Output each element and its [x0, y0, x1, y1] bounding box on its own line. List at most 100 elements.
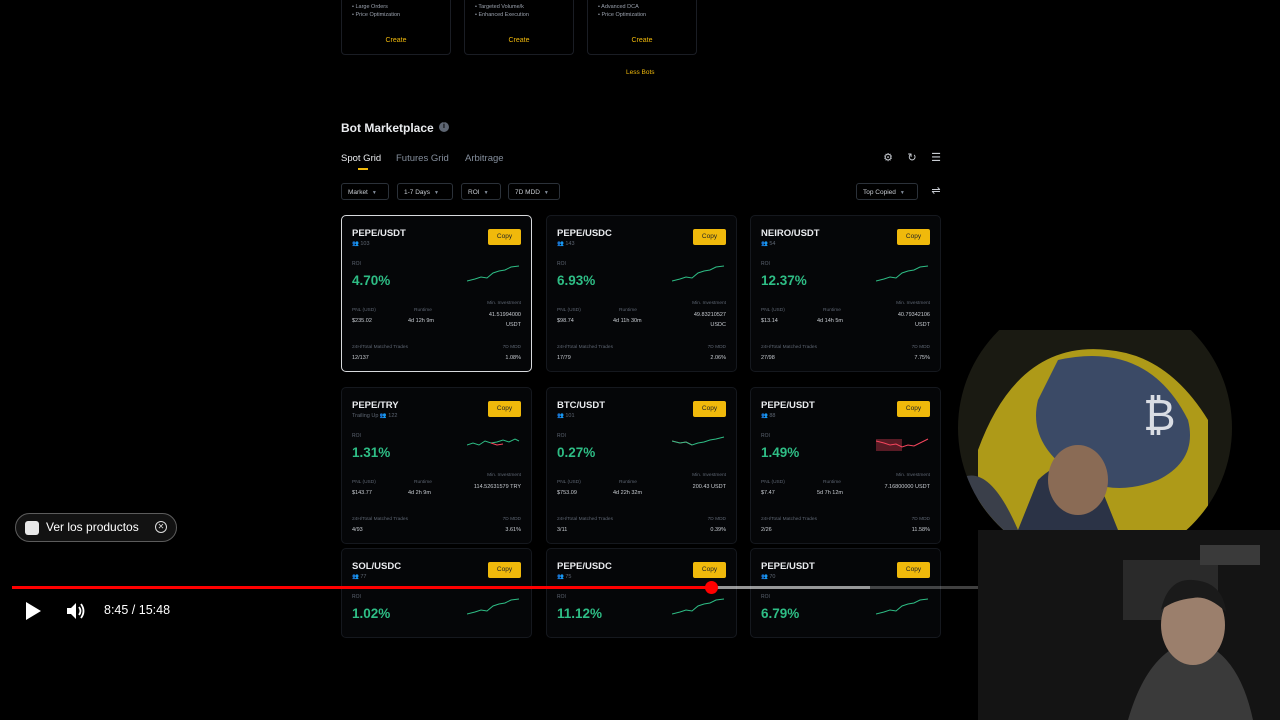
- chevron-down-icon: ▼: [899, 190, 905, 196]
- roi-label: ROI: [761, 594, 770, 600]
- filter-label: 1-7 Days: [404, 189, 431, 196]
- webcam-overlay-bottom: [978, 530, 1280, 720]
- progress-buffered: [712, 586, 870, 589]
- strategy-card-3: • Advanced DCA • Price Optimization Crea…: [587, 0, 697, 55]
- bot-card[interactable]: SOL/USDC 👥 77 Copy ROI 1.02%: [341, 548, 532, 638]
- min-investment-value: 49.83210527: [693, 312, 726, 318]
- pnl-label: PNL (USD): [557, 308, 581, 313]
- pair-name: PEPE/TRY: [352, 400, 399, 411]
- list-icon[interactable]: ☰: [931, 152, 941, 164]
- min-investment-label: Min. Investment: [692, 473, 726, 478]
- runtime-value: 4d 12h 9m: [408, 318, 434, 324]
- refresh-icon[interactable]: ↻: [907, 152, 917, 164]
- pnl-value: $753.09: [557, 490, 577, 496]
- min-investment-value: 114.52631579 TRY: [473, 484, 521, 490]
- filter-duration[interactable]: 1-7 Days ▼: [397, 183, 453, 200]
- sparkline-chart: [672, 265, 725, 282]
- pnl-label: PNL (USD): [557, 480, 581, 485]
- copy-button[interactable]: Copy: [693, 401, 726, 417]
- mdd-label: 7D MDD: [502, 517, 521, 522]
- copy-button[interactable]: Copy: [693, 229, 726, 245]
- mdd-label: 7D MDD: [502, 345, 521, 350]
- copy-button[interactable]: Copy: [897, 401, 930, 417]
- pnl-value: $13.14: [761, 318, 778, 324]
- tab-arbitrage[interactable]: Arbitrage: [465, 153, 504, 164]
- sparkline-chart: [876, 438, 929, 451]
- pair-name: SOL/USDC: [352, 561, 402, 572]
- copy-button[interactable]: Copy: [897, 229, 930, 245]
- bot-card[interactable]: NEIRO/USDT 👥 54 Copy ROI 12.37% PNL (USD) $13.…: [750, 215, 941, 372]
- filter-mdd[interactable]: 7D MDD ▼: [508, 183, 560, 200]
- pnl-label: PNL (USD): [761, 480, 785, 485]
- gear-icon[interactable]: ⚙: [883, 152, 893, 164]
- copiers-count: Trailing Up 👥 122: [352, 413, 398, 419]
- pair-name: PEPE/USDC: [557, 561, 612, 572]
- trades-value: 17/79: [557, 355, 571, 361]
- bot-card[interactable]: PEPE/USDT 👥 103 Copy ROI 4.70% PNL (USD) $235.…: [341, 215, 532, 372]
- mdd-value: 7.75%: [914, 355, 930, 361]
- create-button[interactable]: Create: [508, 37, 530, 44]
- card-bullet: • Price Optimization: [352, 12, 401, 18]
- webcam-overlay-top: ₿: [958, 330, 1232, 530]
- min-investment-label: Min. Investment: [896, 301, 930, 306]
- filter-market[interactable]: Market ▼: [341, 183, 389, 200]
- less-bots-link[interactable]: Less Bots: [626, 69, 655, 76]
- filter-roi[interactable]: ROI ▼: [461, 183, 501, 200]
- filter-settings-icon[interactable]: ⇌: [931, 185, 941, 197]
- trades-label: 24H/Total Matched Trades: [352, 345, 408, 350]
- pair-name: PEPE/USDT: [761, 561, 815, 572]
- sort-dropdown[interactable]: Top Copied ▼: [856, 183, 918, 200]
- pnl-label: PNL (USD): [352, 480, 376, 485]
- shopping-bag-icon: [25, 521, 39, 535]
- roi-value: 6.79%: [761, 606, 800, 621]
- copy-button[interactable]: Copy: [897, 562, 930, 578]
- tab-spot-grid[interactable]: Spot Grid: [341, 153, 382, 164]
- trades-value: 4/93: [352, 527, 363, 533]
- min-investment-label: Min. Investment: [487, 301, 521, 306]
- card-bullet: • Targeted Volume/k: [475, 4, 524, 10]
- roi-label: ROI: [352, 261, 361, 267]
- copy-button[interactable]: Copy: [488, 401, 521, 417]
- pnl-value: $143.77: [352, 490, 372, 496]
- create-button[interactable]: Create: [385, 37, 407, 44]
- bot-card[interactable]: PEPE/USDC 👥 143 Copy ROI 6.93% PNL (USD) $98.7…: [546, 215, 737, 372]
- sparkline-chart: [467, 598, 520, 615]
- close-icon[interactable]: ✕: [155, 521, 167, 533]
- info-icon[interactable]: i: [439, 122, 449, 132]
- runtime-value: 4d 14h 5m: [817, 318, 843, 324]
- bot-card[interactable]: PEPE/USDT 👥 88 Copy ROI 1.49% PNL (USD) $7.47 R…: [750, 387, 941, 544]
- card-bullet: • Advanced DCA: [598, 4, 639, 10]
- bot-card[interactable]: PEPE/TRY Trailing Up 👥 122 Copy ROI 1.31% PNL…: [341, 387, 532, 544]
- trades-value: 12/137: [352, 355, 369, 361]
- roi-value: 4.70%: [352, 273, 391, 288]
- progress-scrubber[interactable]: [705, 581, 718, 594]
- roi-label: ROI: [557, 433, 566, 439]
- copiers-count: 👥 103: [352, 241, 370, 247]
- pair-name: PEPE/USDT: [352, 228, 406, 239]
- chevron-down-icon: ▼: [543, 190, 549, 196]
- products-button[interactable]: Ver los productos ✕: [15, 513, 177, 542]
- bot-card[interactable]: PEPE/USDT 👥 70 Copy ROI 6.79%: [750, 548, 941, 638]
- trades-value: 3/11: [557, 527, 568, 533]
- volume-icon[interactable]: [66, 601, 88, 621]
- runtime-label: Runtime: [823, 308, 841, 313]
- roi-label: ROI: [352, 594, 361, 600]
- copy-button[interactable]: Copy: [488, 229, 521, 245]
- runtime-value: 4d 2h 9m: [408, 490, 431, 496]
- pnl-value: $98.74: [557, 318, 574, 324]
- create-button[interactable]: Create: [631, 37, 653, 44]
- roi-value: 11.12%: [557, 606, 603, 621]
- card-bullet: • Enhanced Execution: [475, 12, 529, 18]
- bot-card[interactable]: BTC/USDT 👥 101 Copy ROI 0.27% PNL (USD) $753.0…: [546, 387, 737, 544]
- play-icon[interactable]: [24, 601, 42, 621]
- tab-futures-grid[interactable]: Futures Grid: [396, 153, 449, 164]
- min-investment-value: 200.43 USDT: [692, 484, 726, 490]
- copy-button[interactable]: Copy: [693, 562, 726, 578]
- copy-button[interactable]: Copy: [488, 562, 521, 578]
- roi-value: 1.49%: [761, 445, 800, 460]
- pair-name: BTC/USDT: [557, 400, 606, 411]
- min-investment-value: 40.79342106: [897, 312, 930, 318]
- roi-label: ROI: [761, 433, 770, 439]
- trades-label: 24H/Total Matched Trades: [557, 517, 613, 522]
- bot-card[interactable]: PEPE/USDC 👥 75 Copy ROI 11.12%: [546, 548, 737, 638]
